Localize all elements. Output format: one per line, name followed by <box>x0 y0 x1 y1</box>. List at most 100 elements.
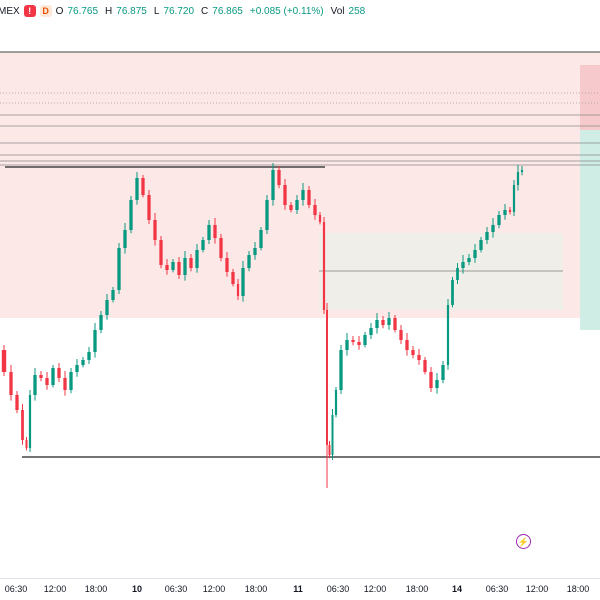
candle-body <box>15 395 19 410</box>
close-label: C <box>201 5 209 17</box>
low-value: 76.720 <box>163 5 195 17</box>
candle-body <box>75 365 79 372</box>
candle-body <box>271 170 275 200</box>
candle-body <box>331 415 334 455</box>
candle-body <box>51 368 55 385</box>
symbol-name[interactable]: MEX <box>0 5 20 17</box>
candle-body <box>283 185 287 205</box>
change-value: +0.085 (+0.11%) <box>249 5 324 17</box>
open-label: O <box>55 5 64 17</box>
candle-body <box>25 440 28 448</box>
candle-body <box>446 305 450 365</box>
time-tick: 12:00 <box>525 584 549 594</box>
candle-body <box>441 365 445 380</box>
time-tick: 14 <box>451 584 463 594</box>
candle-body <box>39 375 43 378</box>
time-tick: 12:00 <box>43 584 67 594</box>
candle-body <box>9 372 13 395</box>
candle-body <box>405 340 409 350</box>
candle-body <box>207 225 211 240</box>
candle-body <box>345 340 349 350</box>
candle-body <box>21 410 24 440</box>
candle-body <box>520 170 524 172</box>
candle-body <box>141 178 145 195</box>
time-tick: 12:00 <box>363 584 387 594</box>
candle-body <box>387 318 391 325</box>
time-axis[interactable]: 06:30 12:00 18:00 10 06:30 12:00 18:00 11 06:30 1… <box>0 578 600 600</box>
candle-body <box>111 290 115 300</box>
candle-body <box>87 352 91 360</box>
candle-body <box>183 258 187 275</box>
time-tick: 11 <box>293 584 303 594</box>
candle-body <box>322 222 326 310</box>
candle-body <box>289 205 293 210</box>
data-source-badge: D <box>39 5 52 17</box>
close-value: 76.865 <box>212 5 243 17</box>
candle-body <box>171 262 175 270</box>
candle-body <box>57 368 61 378</box>
candle-body <box>363 335 367 345</box>
time-tick: 06:30 <box>326 584 350 594</box>
candle-body <box>411 350 415 355</box>
candle-body <box>473 250 477 258</box>
candle-body <box>491 225 495 232</box>
candle-body <box>497 215 501 225</box>
candle-body <box>318 215 322 222</box>
time-tick: 18:00 <box>566 584 590 594</box>
position-target-zone <box>580 130 600 330</box>
candle-body <box>123 230 127 248</box>
candle-body <box>503 210 507 215</box>
candle-body <box>313 205 317 215</box>
time-tick: 06:30 <box>164 584 188 594</box>
candle-body <box>375 320 379 328</box>
candle-body <box>423 360 427 372</box>
candle-body <box>253 248 257 255</box>
high-label: H <box>105 5 113 17</box>
candle-body <box>326 310 328 445</box>
candle-body <box>159 240 163 265</box>
open-value: 76.765 <box>67 5 99 17</box>
candle-body <box>45 378 49 385</box>
candle-body <box>417 355 421 360</box>
time-tick: 10 <box>131 584 143 594</box>
flag-icon[interactable]: ! <box>23 5 36 17</box>
candle-body <box>33 375 37 395</box>
high-value: 76.875 <box>116 5 147 17</box>
candle-body <box>369 328 373 335</box>
candle-body <box>153 220 157 240</box>
lightning-icon[interactable]: ⚡ <box>516 534 531 549</box>
candle-body <box>479 240 483 250</box>
candle-body <box>508 210 512 212</box>
low-label: L <box>153 5 160 17</box>
candle-body <box>236 284 240 296</box>
time-tick: 18:00 <box>405 584 429 594</box>
time-tick: 18:00 <box>84 584 108 594</box>
candle-body <box>381 320 385 325</box>
candle-body <box>357 342 361 345</box>
candle-body <box>28 395 32 448</box>
candle-body <box>177 262 181 275</box>
candle-body <box>351 340 355 342</box>
candle-body <box>451 280 454 305</box>
time-tick: 18:00 <box>244 584 268 594</box>
candle-body <box>105 300 109 315</box>
candle-body <box>435 380 439 388</box>
candle-body <box>117 248 121 290</box>
candle-body <box>99 315 103 330</box>
candle-body <box>328 445 331 455</box>
candle-body <box>247 255 251 268</box>
candle-body <box>201 240 205 250</box>
candle-body <box>225 258 229 272</box>
candle-body <box>467 258 471 262</box>
candle-body <box>129 200 133 230</box>
candle-body <box>231 272 235 284</box>
candle-body <box>307 190 311 205</box>
candle-body <box>339 350 343 390</box>
candle-body <box>69 372 73 390</box>
candle-body <box>1 350 7 372</box>
candle-body <box>219 238 223 258</box>
candle-body <box>81 360 85 365</box>
candle-body <box>512 185 516 212</box>
